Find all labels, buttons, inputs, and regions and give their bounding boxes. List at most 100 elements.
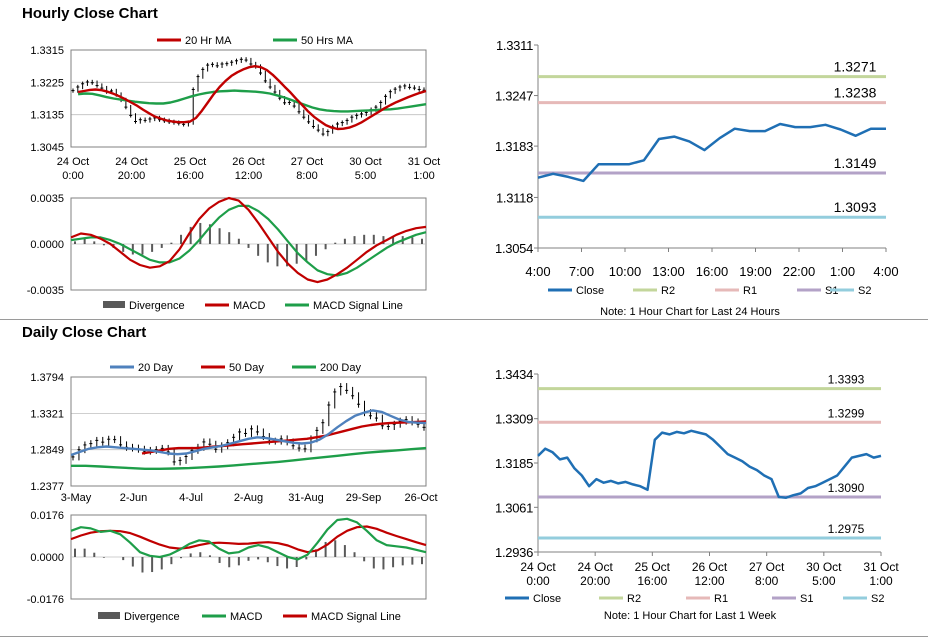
daily-legend-macd-label: MACD [230,611,262,623]
hourly-pivot-level-label-s1: 1.3149 [834,155,877,171]
hourly-pivot-close-line [537,122,886,183]
hourly-ma20-line [77,65,427,131]
hourly-pivot-xtick: 22:00 [783,264,816,279]
hourly-price-xtick: 24 Oct [57,156,89,168]
daily-legend-divergence-label: Divergence [124,611,180,623]
weekly-pivot-ytick: 1.3185 [495,456,533,471]
hourly-signal-line [70,204,427,277]
weekly-pivot-xtick: 12:00 [694,574,724,588]
hourly-pivot-xtick: 16:00 [696,264,729,279]
hourly-legend-macd-label: MACD [233,300,265,312]
hourly-price-frame [70,49,427,148]
daily-price-ytick: 1.3794 [30,372,64,384]
hourly-pivot-xtick: 13:00 [652,264,685,279]
daily-macd-line [70,517,427,561]
hourly-price-xtick: 20:00 [118,170,146,182]
hourly-price-xtick: 5:00 [355,170,376,182]
hourly-pivot-legend-close-label: Close [576,285,604,297]
hourly-pivot-ytick: 1.3183 [495,139,533,154]
hourly-ma50-line [77,89,427,113]
daily-section-title: Daily Close Chart [22,324,147,341]
hourly-price-xtick: 24 Oct [115,156,147,168]
hourly-price-xtick: 0:00 [62,170,83,182]
weekly-pivot-xtick: 30 Oct [806,560,842,574]
weekly-pivot-legend-close-label: Close [533,593,561,605]
hourly-section-title: Hourly Close Chart [22,5,158,22]
hourly-price-ytick: 1.3315 [30,45,64,57]
hourly-price-xtick: 12:00 [235,170,263,182]
daily-macd-ytick: 0.0000 [30,552,64,564]
hourly-pivot-xtick: 1:00 [830,264,855,279]
hourly-pivot-ytick: 1.3247 [495,89,533,104]
daily-legend-50-label: 50 Day [229,362,264,374]
weekly-pivot-close-line [537,429,882,499]
daily-macd-ytick: -0.0176 [27,594,64,606]
hourly-pivot-xtick: 10:00 [609,264,642,279]
daily-price-xtick: 2-Jun [120,492,148,504]
daily-price-xtick: 2-Aug [234,492,263,504]
hourly-pivot-xtick: 19:00 [739,264,772,279]
hourly-price-xtick: 31 Oct [408,156,440,168]
daily-price-xtick: 31-Aug [288,492,323,504]
weekly-pivot-note: Note: 1 Hour Chart for Last 1 Week [604,610,777,622]
weekly-pivot-legend-s1-label: S1 [800,593,813,605]
weekly-pivot-ytick: 1.2936 [495,545,533,560]
hourly-price-xtick: 8:00 [296,170,317,182]
daily-ma20-line [70,409,427,457]
weekly-pivot-level-label-r2: 1.3393 [828,373,865,387]
weekly-pivot-xtick: 24 Oct [520,560,556,574]
hourly-legend-ma50-label: 50 Hrs MA [301,35,354,47]
hourly-price-xtick: 30 Oct [349,156,381,168]
daily-legend-divergence-swatch [98,612,120,619]
hourly-price-xtick: 26 Oct [232,156,264,168]
weekly-pivot-xtick: 27 Oct [749,560,785,574]
hourly-legend-divergence-label: Divergence [129,300,185,312]
hourly-macd-ytick: 0.0035 [30,193,64,205]
weekly-pivot-xtick: 31 Oct [863,560,899,574]
daily-price-xtick: 4-Jul [179,492,203,504]
daily-price-xtick: 3-May [61,492,92,504]
weekly-pivot-xtick: 26 Oct [692,560,728,574]
hourly-macd-ytick: -0.0035 [27,285,64,297]
hourly-pivot-xtick: 7:00 [569,264,594,279]
hourly-price-xtick: 16:00 [176,170,204,182]
hourly-pivot-ytick: 1.3311 [496,38,533,53]
daily-price-xtick: 29-Sep [346,492,381,504]
daily-ma200-line [71,446,427,470]
hourly-pivot-ytick: 1.3054 [495,241,533,256]
hourly-pivot-legend-s2-label: S2 [858,285,871,297]
weekly-pivot-xtick: 25 Oct [635,560,671,574]
daily-signal-line [70,525,427,554]
weekly-pivot-legend-s2-label: S2 [871,593,884,605]
hourly-price-xtick: 27 Oct [291,156,323,168]
hourly-pivot-level-label-r1: 1.3238 [834,85,877,101]
hourly-pivot-note: Note: 1 Hour Chart for Last 24 Hours [600,306,780,318]
hourly-pivot-ytick: 1.3118 [496,190,533,205]
daily-legend-20-label: 20 Day [138,362,173,374]
hourly-pivot-level-label-s2: 1.3093 [834,199,877,215]
weekly-pivot-ytick: 1.3309 [495,412,533,427]
weekly-pivot-legend-r2-label: R2 [627,593,641,605]
hourly-pivot-legend-r1-label: R1 [743,285,757,297]
section-divider [0,319,928,320]
daily-price-frame [70,376,427,487]
weekly-pivot-level-label-r1: 1.3299 [828,406,865,420]
hourly-pivot-xtick: 4:00 [873,264,898,279]
daily-macd-ytick: 0.0176 [30,510,64,522]
hourly-macd-ytick: 0.0000 [30,239,64,251]
hourly-legend-divergence-swatch [103,301,125,308]
hourly-price-xtick: 1:00 [413,170,434,182]
weekly-pivot-xtick: 8:00 [755,574,779,588]
hourly-price-ytick: 1.3135 [30,110,64,122]
hourly-pivot-legend-r2-label: R2 [661,285,675,297]
weekly-pivot-xtick: 20:00 [580,574,610,588]
weekly-pivot-xtick: 16:00 [637,574,667,588]
hourly-price-ytick: 1.3045 [30,142,64,154]
weekly-pivot-level-label-s2: 1.2975 [828,522,865,536]
daily-legend-signal-label: MACD Signal Line [311,611,401,623]
daily-ma50-line [141,420,427,455]
weekly-pivot-xtick: 0:00 [526,574,550,588]
weekly-pivot-xtick: 1:00 [869,574,893,588]
bottom-divider [0,636,928,637]
